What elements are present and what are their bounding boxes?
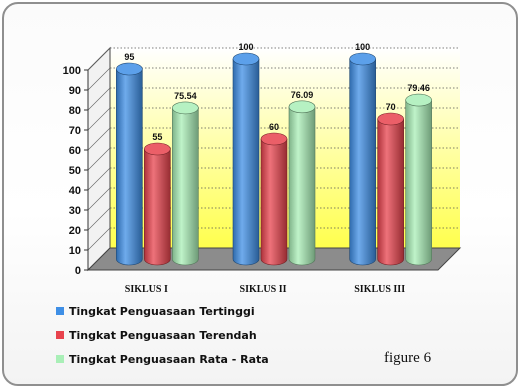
data-label: 95 xyxy=(124,52,134,62)
bar-body xyxy=(349,58,376,266)
bar-top xyxy=(405,93,432,107)
y-tick-label: 50 xyxy=(69,165,81,177)
y-tick-label: 0 xyxy=(75,265,81,277)
bar-body xyxy=(377,118,404,266)
gridline-side xyxy=(87,67,111,91)
bar-top xyxy=(288,100,316,114)
data-label: 75.54 xyxy=(174,91,197,101)
y-tick-label: 80 xyxy=(69,105,81,117)
bar-2-3: 70 xyxy=(377,102,404,266)
bar-body xyxy=(260,138,288,266)
bar-top xyxy=(377,112,404,126)
bar-1-1: 95 xyxy=(116,52,143,266)
bar-top xyxy=(260,132,288,146)
data-label: 60 xyxy=(269,122,279,132)
y-axis: 0 10 20 30 40 50 60 70 80 90 100 xyxy=(63,65,89,277)
y-tick-label: 10 xyxy=(69,245,81,257)
legend-swatch xyxy=(56,307,64,315)
bar-body xyxy=(144,148,171,266)
figure-caption: figure 6 xyxy=(384,350,432,366)
bar-3-3: 79.46 xyxy=(405,83,432,266)
legend-item-3: Tingkat Penguasaan Rata - Rata xyxy=(56,353,269,366)
bar-top xyxy=(349,52,376,66)
data-label: 100 xyxy=(238,42,253,52)
gridline-side xyxy=(87,47,111,71)
bar-3-1: 75.54 xyxy=(172,91,199,266)
bar-body xyxy=(405,99,432,266)
bar-top xyxy=(232,52,260,66)
legend-label: Tingkat Penguasaan Tertinggi xyxy=(69,305,255,318)
y-tick-label: 90 xyxy=(69,85,81,97)
bar-3-2: 76.09 xyxy=(288,90,316,266)
y-tick-label: 70 xyxy=(69,125,81,137)
gridline-side xyxy=(87,227,111,251)
x-axis: SIKLUS I SIKLUS II SIKLUS III xyxy=(125,284,405,295)
legend-item-2: Tingkat Penguasaan Terendah xyxy=(56,329,257,342)
chart-frame: 0 10 20 30 40 50 60 70 80 90 100 95 55 75.54 100 60 76.… xyxy=(2,2,518,386)
y-tick-label: 60 xyxy=(69,145,81,157)
bar-top xyxy=(172,101,199,115)
data-label: 76.09 xyxy=(291,90,314,100)
bar-top xyxy=(116,62,143,76)
bar-1-3: 100 xyxy=(349,42,376,266)
bar-body xyxy=(288,106,316,266)
bar-chart: 0 10 20 30 40 50 60 70 80 90 100 95 55 75.54 100 60 76.… xyxy=(56,42,462,366)
gridline-side xyxy=(87,167,111,191)
data-label: 100 xyxy=(355,42,370,52)
gridline-side xyxy=(87,187,111,211)
bar-top xyxy=(144,142,171,156)
data-label: 70 xyxy=(386,102,396,112)
data-label: 55 xyxy=(152,132,162,142)
bar-1-2: 100 xyxy=(232,42,260,266)
x-category-label: SIKLUS I xyxy=(125,284,168,295)
y-tick-label: 40 xyxy=(69,185,81,197)
bar-body xyxy=(232,58,260,266)
gridline-side xyxy=(87,87,111,111)
legend-label: Tingkat Penguasaan Terendah xyxy=(69,329,257,342)
bars: 95 55 75.54 100 60 76.09 100 70 79.46 xyxy=(116,42,432,266)
legend-swatch xyxy=(56,331,64,339)
y-tick-label: 100 xyxy=(63,65,81,77)
legend-label: Tingkat Penguasaan Rata - Rata xyxy=(69,353,269,366)
y-tick-label: 30 xyxy=(69,205,81,217)
x-category-label: SIKLUS III xyxy=(354,284,405,295)
gridline-side xyxy=(87,107,111,131)
legend: Tingkat Penguasaan Tertinggi Tingkat Peng… xyxy=(56,305,269,366)
legend-swatch xyxy=(56,355,64,363)
y-tick-label: 20 xyxy=(69,225,81,237)
gridline-side xyxy=(87,207,111,231)
bar-body xyxy=(172,107,199,266)
data-label: 79.46 xyxy=(407,83,430,93)
gridline-side xyxy=(87,147,111,171)
bar-body xyxy=(116,68,143,266)
gridline-side xyxy=(87,127,111,151)
legend-item-1: Tingkat Penguasaan Tertinggi xyxy=(56,305,255,318)
bar-2-1: 55 xyxy=(144,132,171,266)
bar-2-2: 60 xyxy=(260,122,288,266)
x-category-label: SIKLUS II xyxy=(240,284,287,295)
